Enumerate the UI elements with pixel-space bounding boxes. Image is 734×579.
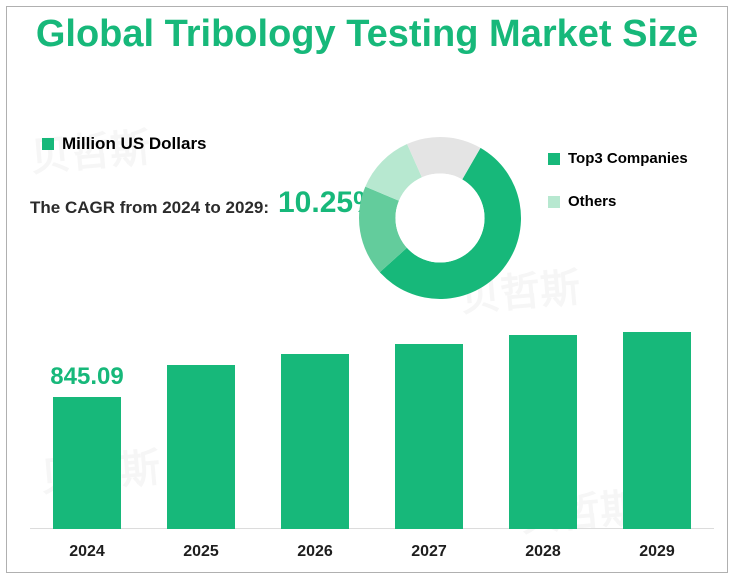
- bar: [395, 344, 463, 529]
- donut-legend-item: Others: [548, 193, 718, 210]
- bar-chart: 845.09 202420252026202720282029: [30, 310, 714, 561]
- bar: [509, 335, 577, 529]
- donut-legend-marker: [548, 153, 560, 165]
- bar-column: [258, 310, 372, 529]
- x-tick-label: 2024: [30, 543, 144, 561]
- bar-column: [372, 310, 486, 529]
- donut-legend-item: Top3 Companies: [548, 150, 718, 167]
- bar: [167, 365, 235, 529]
- donut-svg: [350, 128, 530, 308]
- bar-column: [144, 310, 258, 529]
- x-tick-label: 2028: [486, 543, 600, 561]
- x-tick-label: 2025: [144, 543, 258, 561]
- legend-marker: [42, 138, 54, 150]
- bar-column: 845.09: [30, 310, 144, 529]
- donut-legend-label: Top3 Companies: [568, 150, 688, 167]
- series-legend-label: Million US Dollars: [62, 134, 207, 154]
- bar: [53, 397, 121, 529]
- donut-chart: [350, 128, 530, 308]
- donut-legend: Top3 Companies Others: [548, 150, 718, 236]
- cagr-label: The CAGR from 2024 to 2029:: [30, 198, 269, 218]
- bar-column: [600, 310, 714, 529]
- bar-column: [486, 310, 600, 529]
- donut-legend-label: Others: [568, 193, 616, 210]
- x-tick-label: 2029: [600, 543, 714, 561]
- bar-value-label: 845.09: [50, 363, 123, 391]
- series-legend: Million US Dollars: [42, 134, 207, 154]
- donut-legend-marker: [548, 196, 560, 208]
- x-tick-label: 2027: [372, 543, 486, 561]
- bar-plot-area: 845.09: [30, 310, 714, 529]
- bar: [623, 332, 691, 529]
- x-tick-label: 2026: [258, 543, 372, 561]
- x-axis: 202420252026202720282029: [30, 529, 714, 561]
- bar: [281, 354, 349, 529]
